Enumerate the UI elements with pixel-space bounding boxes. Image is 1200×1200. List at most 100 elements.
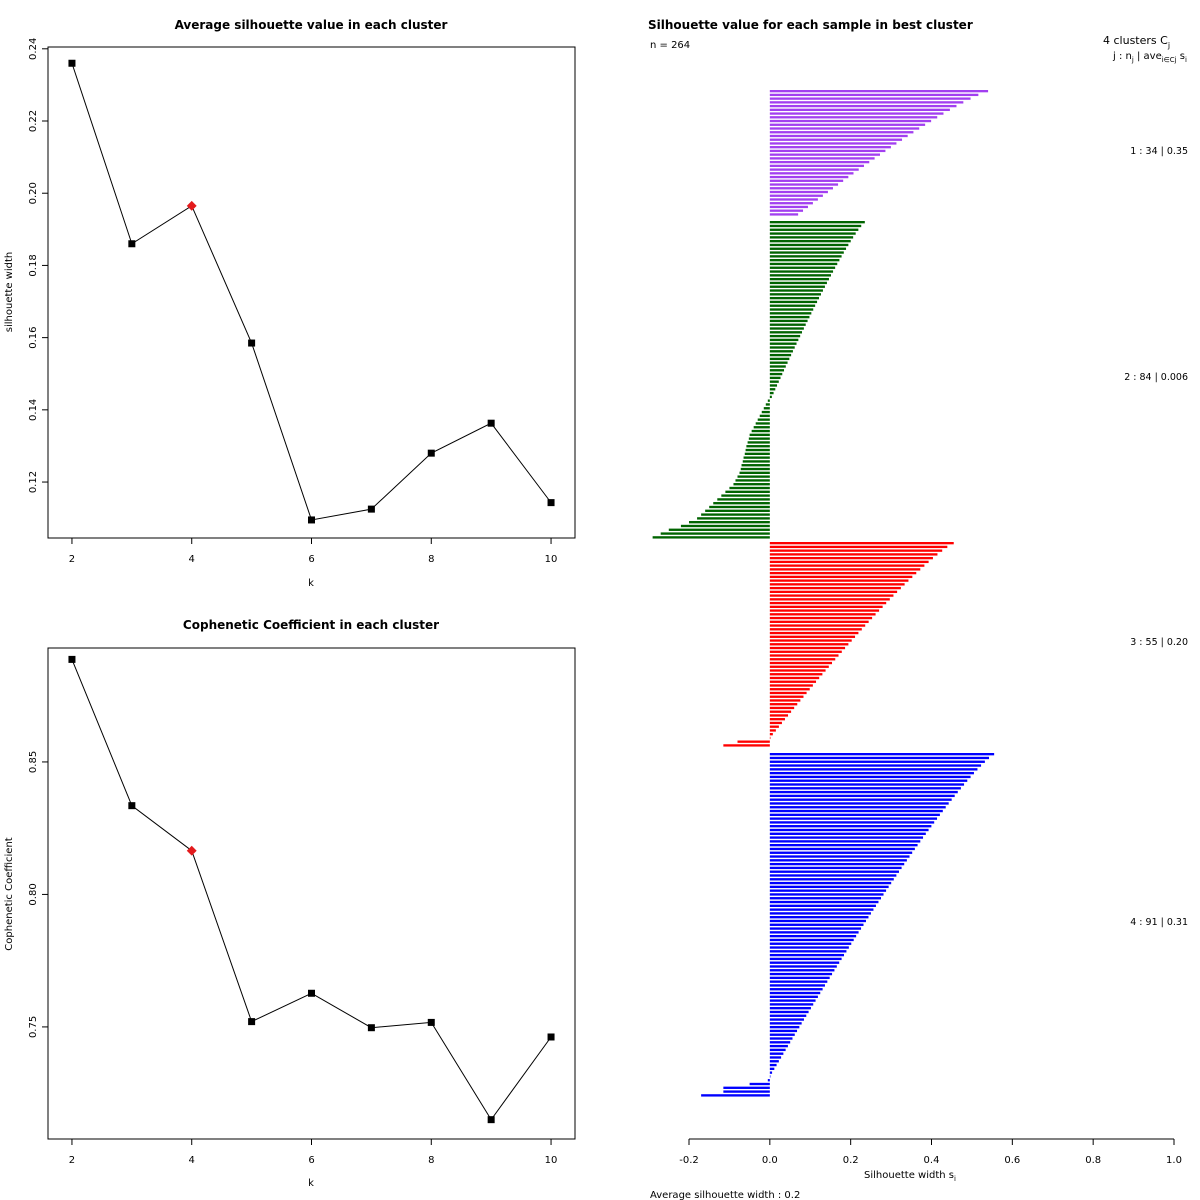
silhouette-bar: [769, 628, 862, 631]
silhouette-bar: [769, 93, 979, 97]
silhouette-bar: [769, 855, 910, 858]
silhouette-bar: [769, 908, 874, 911]
silhouette-bar: [769, 209, 804, 212]
data-point: [248, 1018, 256, 1026]
silhouette-bar: [697, 517, 770, 520]
silhouette-bar: [769, 236, 854, 239]
silhouette-bar: [769, 624, 866, 627]
silhouette-bar: [769, 384, 778, 387]
silhouette-bar: [769, 889, 887, 892]
silhouette-bar: [769, 661, 833, 665]
chart3-n-label: n = 264: [650, 40, 690, 51]
silhouette-bar: [769, 304, 816, 307]
silhouette-bar: [733, 483, 770, 486]
silhouette-bar: [769, 372, 783, 376]
silhouette-bar: [769, 205, 808, 209]
x-tick-label: 2: [69, 1155, 75, 1166]
silhouette-bar: [769, 361, 788, 364]
silhouette-bar: [769, 870, 899, 873]
silhouette-bar: [737, 475, 770, 478]
silhouette-bar: [769, 729, 776, 732]
silhouette-bar: [769, 97, 971, 100]
silhouette-bar: [769, 1041, 791, 1044]
silhouette-bar: [701, 513, 770, 516]
silhouette-bar: [737, 740, 770, 743]
legend-header-text2: j : n: [1112, 51, 1132, 62]
silhouette-bar: [701, 1094, 770, 1097]
silhouette-bar: [769, 243, 849, 247]
chart1-series: [68, 59, 555, 524]
silhouette-bar: [709, 505, 770, 509]
silhouette-bar: [769, 934, 857, 938]
silhouette-bar: [747, 441, 770, 444]
legend-header-text1: 4 clusters C: [1103, 34, 1168, 47]
silhouette-bar: [769, 380, 779, 383]
silhouette-bar: [769, 1075, 771, 1078]
silhouette-bar: [713, 502, 770, 505]
silhouette-bar: [769, 168, 859, 171]
silhouette-bar: [769, 710, 792, 713]
silhouette-bar: [769, 255, 842, 258]
x-tick-label: 6: [308, 554, 314, 565]
silhouette-bar: [769, 146, 891, 149]
silhouette-bar: [769, 779, 968, 782]
chart1-title: Average silhouette value in each cluster: [175, 18, 448, 32]
silhouette-bar: [769, 938, 854, 942]
silhouette-bar: [769, 851, 913, 854]
x-tick-label: 0.4: [924, 1155, 940, 1166]
chart3-xlabel-text: Silhouette width s: [864, 1170, 954, 1181]
silhouette-bar: [769, 112, 944, 115]
silhouette-bar: [769, 999, 816, 1002]
silhouette-bar: [769, 575, 913, 579]
silhouette-bar: [769, 281, 827, 285]
data-point: [68, 59, 76, 67]
silhouette-bar: [761, 410, 770, 414]
silhouette-bar: [769, 289, 823, 292]
silhouette-bar: [769, 669, 826, 672]
silhouette-bar: [769, 775, 971, 779]
data-point: [367, 505, 375, 513]
series-line: [71, 63, 552, 521]
silhouette-bar: [769, 232, 856, 235]
x-tick-label: 0.0: [762, 1155, 778, 1166]
silhouette-bar: [769, 760, 985, 763]
silhouette-bar: [741, 464, 770, 467]
silhouette-bar: [769, 391, 774, 395]
silhouette-bar: [769, 1033, 795, 1036]
silhouette-bar: [769, 1052, 784, 1055]
silhouette-bar: [769, 1022, 802, 1025]
silhouette-bar: [729, 486, 770, 490]
chart1-plot-frame: [47, 46, 576, 539]
y-tick-label: 0.85: [28, 751, 39, 773]
silhouette-bar: [769, 293, 821, 296]
silhouette-bar: [769, 616, 873, 620]
data-point: [128, 802, 136, 810]
silhouette-bar: [759, 414, 770, 418]
series-line: [71, 659, 552, 1121]
x-tick-label: 10: [545, 1155, 558, 1166]
silhouette-bar: [744, 452, 770, 456]
silhouette-bar: [769, 676, 820, 680]
silhouette-bar: [767, 399, 770, 402]
silhouette-bar: [769, 847, 915, 851]
silhouette-bar: [769, 688, 810, 691]
silhouette-bar: [749, 433, 770, 437]
x-tick-label: 1.0: [1166, 1155, 1182, 1166]
legend-header-sub4: i: [1185, 56, 1187, 64]
chart2-xlabel: k: [308, 1178, 314, 1189]
chart2-plot-frame: [47, 647, 576, 1140]
chart3-xlabel: Silhouette width si: [864, 1170, 956, 1183]
silhouette-bar: [769, 579, 909, 582]
silhouette-bar: [769, 654, 839, 657]
cluster-label: 2 : 84 | 0.006: [1124, 372, 1188, 383]
chart3-title: Silhouette value for each sample in best…: [648, 18, 973, 32]
silhouette-bar: [769, 809, 943, 813]
silhouette-bar: [769, 369, 785, 372]
silhouette-bar: [769, 832, 926, 835]
silhouette-bar: [769, 586, 901, 590]
silhouette-bar: [769, 1048, 786, 1052]
chart3-legend-header: 4 clusters Cj j : nj | avei∈Cj si: [1103, 34, 1187, 64]
silhouette-bar: [769, 224, 862, 228]
silhouette-bar: [769, 350, 793, 353]
silhouette-bar: [769, 1067, 775, 1071]
